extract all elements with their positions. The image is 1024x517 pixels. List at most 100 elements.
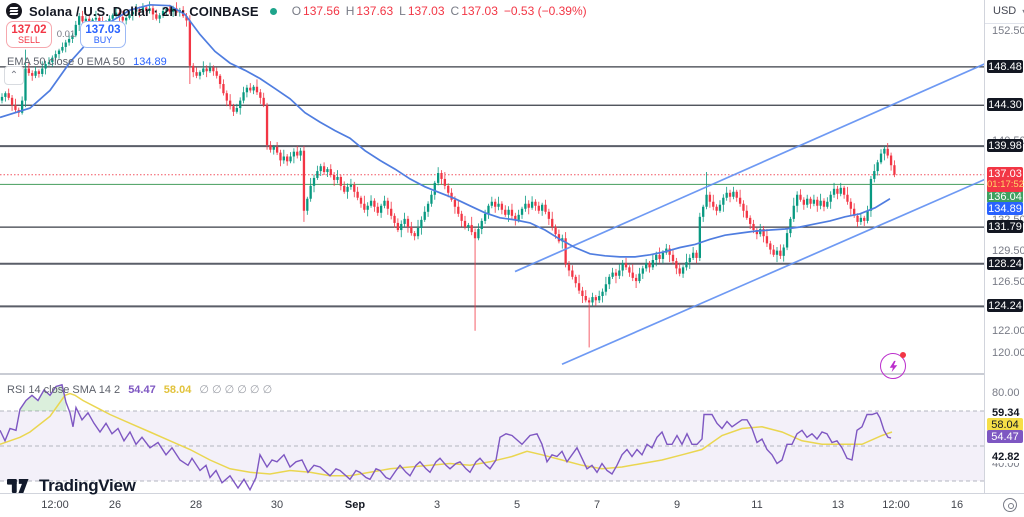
candle bbox=[222, 84, 225, 94]
candle bbox=[473, 232, 477, 239]
main-pane[interactable] bbox=[0, 1, 1015, 366]
price-level-label: 128.24 bbox=[987, 257, 1023, 270]
candle bbox=[577, 283, 581, 291]
candle bbox=[584, 296, 587, 301]
candle bbox=[423, 211, 426, 220]
notification-dot bbox=[900, 352, 906, 358]
candle bbox=[135, 9, 138, 12]
candle bbox=[487, 205, 490, 214]
candle bbox=[826, 201, 829, 207]
price-level-label: 144.30 bbox=[987, 98, 1023, 111]
candle bbox=[608, 276, 611, 285]
candle bbox=[225, 93, 228, 101]
candle bbox=[799, 194, 802, 200]
price-level-label: 131.79 bbox=[987, 220, 1023, 233]
candle bbox=[685, 262, 688, 268]
price-tick: 129.50 bbox=[992, 245, 1024, 257]
rsi-level-label: 42.82 bbox=[990, 451, 1022, 463]
candle bbox=[651, 260, 655, 268]
symbol-title[interactable]: Solana / U.S. Dollar · 2h · COINBASE bbox=[29, 3, 259, 19]
candle bbox=[393, 215, 396, 223]
flash-trade-button[interactable] bbox=[880, 352, 906, 379]
candle bbox=[443, 178, 447, 186]
candle bbox=[343, 185, 346, 192]
tradingview-brand-text: TradingView bbox=[39, 476, 136, 495]
candle bbox=[480, 220, 483, 230]
candle bbox=[400, 223, 403, 231]
candle bbox=[265, 105, 269, 145]
time-tick: 30 bbox=[270, 499, 284, 511]
price-tick: 126.50 bbox=[992, 276, 1024, 288]
candle bbox=[759, 229, 762, 235]
rsi-legend-text: RSI 14 close SMA 14 2 bbox=[7, 384, 121, 396]
candle bbox=[84, 18, 88, 22]
candle bbox=[185, 16, 188, 21]
candle bbox=[306, 198, 309, 211]
buy-price: 137.03 bbox=[85, 23, 121, 36]
candle bbox=[681, 267, 685, 274]
tradingview-logo[interactable]: TradingView bbox=[7, 476, 136, 496]
candle bbox=[614, 272, 618, 276]
time-tick: Sep bbox=[344, 499, 366, 511]
candle bbox=[601, 291, 604, 297]
candle bbox=[634, 277, 638, 282]
candle bbox=[453, 199, 457, 207]
ema-line[interactable] bbox=[0, 3, 891, 258]
rsi-legend[interactable]: RSI 14 close SMA 14 2 54.47 58.04 ∅ ∅ ∅ … bbox=[7, 383, 272, 396]
collapse-pane-button[interactable]: ⌃ bbox=[4, 66, 24, 85]
candle bbox=[71, 35, 74, 39]
candle bbox=[78, 16, 81, 25]
candle bbox=[31, 73, 34, 76]
chart-header: Solana / U.S. Dollar · 2h · COINBASE O 13… bbox=[6, 3, 587, 19]
candle bbox=[628, 267, 631, 273]
price-tick: 120.00 bbox=[992, 347, 1024, 359]
candle bbox=[675, 261, 678, 269]
rsi-pane[interactable] bbox=[0, 383, 984, 492]
rsi-sma-value: 58.04 bbox=[163, 384, 192, 396]
time-settings-icon[interactable] bbox=[1003, 498, 1017, 512]
currency-selector[interactable]: USD ▾ bbox=[993, 5, 1024, 17]
rsi-line[interactable] bbox=[0, 383, 892, 492]
candle bbox=[279, 152, 282, 161]
candle bbox=[866, 210, 869, 221]
trend-channel-lower[interactable] bbox=[561, 166, 1015, 366]
candle bbox=[832, 188, 836, 195]
candle bbox=[839, 187, 842, 194]
candle bbox=[795, 194, 799, 206]
candle bbox=[735, 191, 738, 198]
candle bbox=[232, 106, 235, 112]
candle bbox=[873, 171, 876, 179]
candle bbox=[175, 8, 178, 13]
candle bbox=[349, 184, 353, 187]
candle bbox=[406, 218, 410, 227]
candle bbox=[655, 254, 658, 261]
candle bbox=[114, 12, 118, 16]
candle bbox=[849, 201, 852, 209]
ema-legend[interactable]: EMA 50 close 0 EMA 50 134.89 bbox=[7, 56, 167, 68]
buy-button[interactable]: 137.03 BUY bbox=[80, 21, 126, 48]
trend-channel-upper[interactable] bbox=[514, 51, 1015, 273]
candle bbox=[41, 68, 44, 74]
rsi-sma-line[interactable] bbox=[0, 392, 893, 477]
sell-button[interactable]: 137.02 SELL bbox=[6, 21, 52, 48]
candle bbox=[51, 57, 54, 63]
candle bbox=[44, 63, 47, 69]
candle bbox=[228, 100, 232, 107]
candle bbox=[299, 150, 302, 156]
candle bbox=[463, 220, 467, 227]
low-value: 137.03 bbox=[407, 4, 445, 18]
candle bbox=[886, 148, 889, 156]
candle bbox=[591, 297, 594, 303]
price-axis[interactable]: USD ▾ 152.50140.50132.50129.50126.50122.… bbox=[984, 0, 1024, 493]
time-tick: 9 bbox=[673, 499, 681, 511]
candle bbox=[846, 194, 849, 202]
candle bbox=[420, 219, 423, 229]
candle bbox=[581, 290, 584, 297]
candle bbox=[332, 175, 336, 180]
time-tick: 26 bbox=[108, 499, 122, 511]
price-level-label: 124.24 bbox=[987, 299, 1023, 312]
candle bbox=[316, 171, 319, 178]
candle bbox=[329, 169, 332, 176]
time-axis[interactable]: 12:00 26 28 30 Sep 3 5 7 9 11 13 12:00 16 bbox=[0, 493, 1024, 517]
